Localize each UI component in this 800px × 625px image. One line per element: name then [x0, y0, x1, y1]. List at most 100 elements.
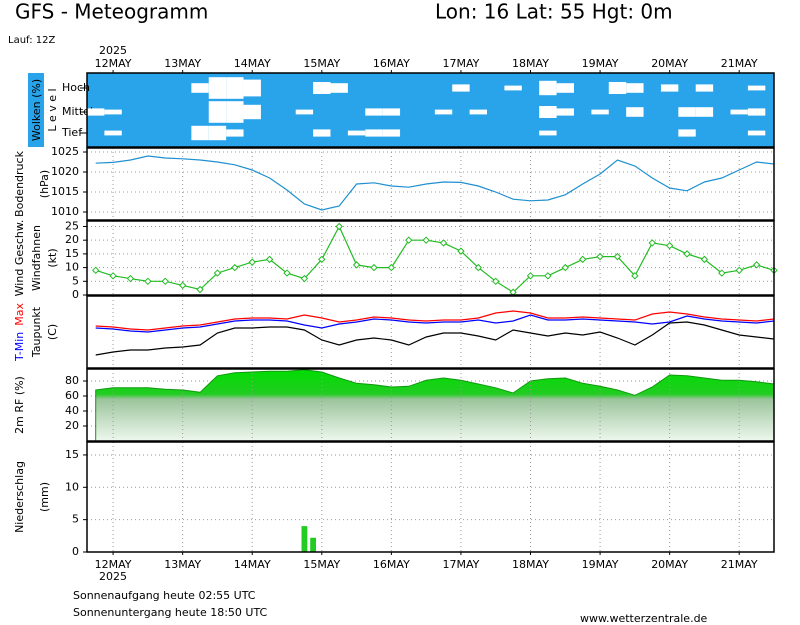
marker	[144, 277, 152, 286]
location: Lon: 16 Lat: 55 Hgt: 0m	[435, 0, 673, 24]
panel-frame	[86, 72, 775, 148]
y-tick-label: 1025	[51, 145, 79, 158]
marker	[109, 272, 117, 280]
x-tick-label: 16MAY	[373, 558, 410, 571]
cloud-cell	[539, 80, 557, 96]
x-tick-label: 14MAY	[234, 57, 271, 70]
y-unit: (C)	[46, 324, 59, 340]
cloud-cell	[747, 85, 766, 91]
x-tick-label: 18MAY	[512, 57, 549, 70]
x-tick-label: 12MAY	[95, 558, 132, 571]
y-tick-label: 60	[65, 389, 79, 402]
humidity-area	[95, 369, 775, 442]
marker	[474, 263, 483, 272]
marker	[578, 255, 587, 264]
marker	[196, 285, 204, 294]
y-sublabel: L e v e l	[46, 88, 59, 131]
marker	[126, 274, 135, 283]
cloud-cell	[104, 130, 122, 136]
cloud-cell	[208, 77, 227, 99]
y-tick-label: 0	[72, 288, 79, 301]
cloud-cell	[382, 129, 401, 137]
source: www.wetterzentrale.de	[580, 612, 708, 625]
cloud-cell	[347, 130, 366, 136]
cloud-cell	[226, 77, 244, 99]
cloud-cell	[539, 130, 557, 136]
cloud-cell	[208, 125, 227, 141]
cloud-cell	[191, 83, 209, 93]
x-tick-label: 15MAY	[303, 558, 340, 571]
legend-entry: Max	[13, 303, 26, 326]
y-tick-label: 1015	[51, 185, 79, 198]
marker	[283, 269, 291, 277]
cloud-cell	[295, 109, 314, 115]
marker	[544, 272, 552, 280]
y-unit: (kt)	[46, 248, 59, 267]
cloud-cell	[104, 109, 122, 115]
panel-frame	[86, 220, 775, 296]
marker	[648, 239, 656, 247]
cloud-cell	[452, 84, 470, 92]
sunrise: Sonnenaufgang heute 02:55 UTC	[73, 589, 256, 602]
x-tick-label: 13MAY	[164, 558, 201, 571]
cloud-cell	[313, 82, 331, 94]
x-tick-label: 20MAY	[651, 558, 688, 571]
x-tick-label: 19MAY	[582, 558, 619, 571]
panel-frame	[86, 147, 775, 221]
marker	[422, 236, 430, 244]
marker	[178, 281, 187, 290]
y-tick-label: 15	[65, 448, 79, 461]
year-top: 2025	[99, 44, 127, 57]
cloud-cell	[330, 83, 348, 93]
x-tick-label: 16MAY	[373, 57, 410, 70]
marker	[596, 252, 604, 261]
level-label: Tief	[61, 126, 83, 139]
level-label: Hoch	[62, 81, 90, 94]
marker	[161, 277, 169, 286]
cloud-cell	[243, 104, 261, 120]
cloud-cell	[87, 108, 105, 116]
x-tick-label: 17MAY	[442, 558, 479, 571]
line	[95, 310, 775, 331]
y-label: Bodendruck	[13, 150, 26, 217]
line	[95, 314, 775, 333]
cloud-cell	[556, 108, 574, 116]
x-tick-label: 18MAY	[512, 558, 549, 571]
y-label: 2m RF (%)	[13, 376, 26, 434]
y-tick-label: 1010	[51, 205, 79, 218]
marker	[665, 241, 674, 250]
y-tick-label: 5	[72, 274, 79, 287]
y-label: Niederschlag	[13, 461, 26, 533]
cloud-cell	[382, 108, 401, 116]
cloud-cell	[434, 109, 453, 115]
cloud-cell	[365, 129, 383, 137]
marker	[318, 255, 326, 264]
x-tick-label: 17MAY	[442, 57, 479, 70]
marker	[526, 272, 535, 280]
y-label: Wind Geschw.	[13, 220, 26, 297]
marker	[718, 269, 726, 277]
x-tick-label: 19MAY	[582, 57, 619, 70]
marker	[683, 250, 691, 258]
y-sublabel: Windfahnen	[30, 225, 43, 291]
marker	[387, 263, 396, 272]
panel-frame	[86, 368, 775, 442]
cloud-cell	[747, 130, 766, 136]
y-tick-label: 0	[72, 545, 79, 558]
line	[95, 321, 775, 356]
panel-frame	[86, 295, 775, 369]
y-unit: (mm)	[38, 482, 51, 512]
y-tick-label: 25	[65, 219, 79, 232]
cloud-cell	[730, 109, 748, 115]
marker	[213, 269, 222, 277]
marker	[439, 239, 448, 247]
y-label: Wolken (%)	[30, 79, 43, 141]
marker	[700, 255, 709, 264]
line	[95, 155, 775, 211]
line	[95, 225, 775, 294]
y-sublabel: Taupunkt	[30, 306, 43, 358]
cloud-cell	[226, 101, 244, 123]
legend-entry: T-Min	[13, 332, 26, 362]
x-tick-label: 12MAY	[95, 57, 132, 70]
y-tick-label: 10	[65, 261, 79, 274]
